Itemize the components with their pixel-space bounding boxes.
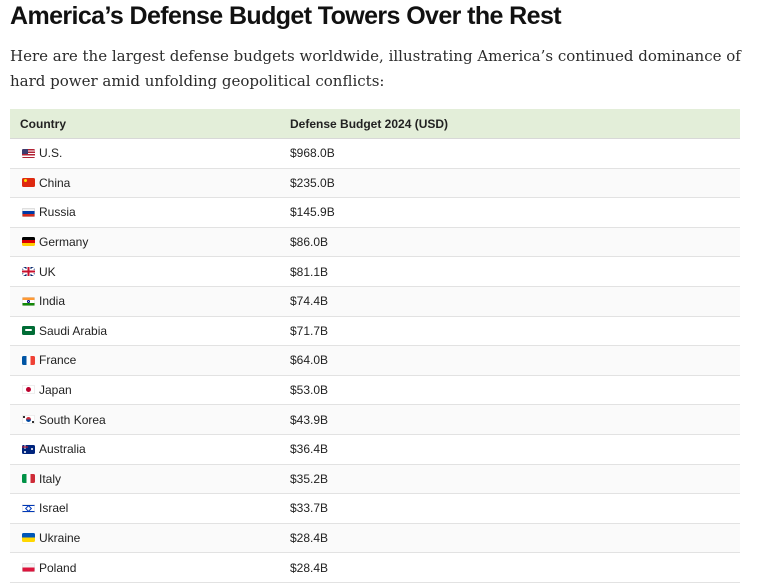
country-name: U.S. (39, 146, 63, 161)
country-cell: Japan (10, 375, 280, 406)
country-cell: U.S. (10, 138, 280, 169)
china-flag-icon (22, 178, 35, 188)
us-flag-icon (22, 148, 35, 158)
table-row: China $235.0B (10, 168, 740, 199)
country-cell: China (10, 168, 280, 199)
budget-cell: $81.1B (280, 256, 740, 287)
budget-cell: $28.4B (280, 552, 740, 583)
ukraine-flag-icon (22, 533, 35, 543)
article-intro: Here are the largest defense budgets wor… (10, 47, 741, 90)
country-cell: Ukraine (10, 523, 280, 554)
saudi-arabia-flag-icon (22, 326, 35, 336)
country-cell: Israel (10, 493, 280, 524)
defense-budget-table: Country Defense Budget 2024 (USD) U.S. $… (10, 109, 740, 583)
table-row: India $74.4B (10, 286, 740, 317)
budget-cell: $64.0B (280, 345, 740, 376)
israel-flag-icon (22, 503, 35, 513)
japan-flag-icon (22, 385, 35, 395)
budget-cell: $28.4B (280, 523, 740, 554)
country-name: Germany (39, 235, 89, 250)
country-name: China (39, 175, 71, 190)
country-name: Poland (39, 560, 77, 575)
country-cell: UK (10, 256, 280, 287)
country-name: Saudi Arabia (39, 323, 108, 338)
table-row: France $64.0B (10, 345, 740, 376)
article-title: America’s Defense Budget Towers Over the… (10, 2, 562, 30)
budget-cell: $71.7B (280, 316, 740, 347)
country-name: France (39, 353, 77, 368)
table-row: Italy $35.2B (10, 464, 740, 495)
country-name: Japan (39, 383, 72, 398)
budget-cell: $74.4B (280, 286, 740, 317)
budget-cell: $33.7B (280, 493, 740, 524)
country-cell: Germany (10, 227, 280, 258)
column-header-budget: Defense Budget 2024 (USD) (280, 109, 740, 139)
country-cell: Russia (10, 197, 280, 228)
table-row: Saudi Arabia $71.7B (10, 316, 740, 347)
table-row: Australia $36.4B (10, 434, 740, 465)
column-header-country: Country (10, 109, 280, 139)
budget-cell: $968.0B (280, 138, 740, 169)
country-name: India (39, 294, 66, 309)
budget-cell: $43.9B (280, 404, 740, 435)
budget-cell: $86.0B (280, 227, 740, 258)
table-row: Ukraine $28.4B (10, 523, 740, 554)
budget-cell: $235.0B (280, 168, 740, 199)
country-name: Australia (39, 442, 86, 457)
table-row: Germany $86.0B (10, 227, 740, 258)
table-header-row: Country Defense Budget 2024 (USD) (10, 109, 740, 139)
country-cell: Poland (10, 552, 280, 583)
table-row: Israel $33.7B (10, 493, 740, 524)
country-name: Ukraine (39, 531, 81, 546)
country-cell: South Korea (10, 404, 280, 435)
south-korea-flag-icon (22, 414, 35, 424)
country-cell: Saudi Arabia (10, 316, 280, 347)
uk-flag-icon (22, 267, 35, 276)
table-row: Russia $145.9B (10, 197, 740, 228)
table-row: South Korea $43.9B (10, 404, 740, 435)
poland-flag-icon (22, 562, 35, 572)
budget-cell: $145.9B (280, 197, 740, 228)
australia-flag-icon (22, 444, 35, 454)
france-flag-icon (22, 355, 35, 365)
india-flag-icon (22, 296, 35, 306)
country-name: South Korea (39, 412, 106, 427)
country-cell: India (10, 286, 280, 317)
country-name: Italy (39, 471, 62, 486)
budget-cell: $53.0B (280, 375, 740, 406)
country-name: Russia (39, 205, 76, 220)
table-row: Poland $28.4B (10, 552, 740, 583)
country-cell: France (10, 345, 280, 376)
table-row: Japan $53.0B (10, 375, 740, 406)
country-name: Israel (39, 501, 69, 516)
country-cell: Italy (10, 464, 280, 495)
country-name: UK (39, 264, 56, 279)
germany-flag-icon (22, 237, 35, 247)
table-row: U.S. $968.0B (10, 138, 740, 169)
russia-flag-icon (22, 207, 35, 217)
country-cell: Australia (10, 434, 280, 465)
italy-flag-icon (22, 474, 35, 484)
budget-cell: $36.4B (280, 434, 740, 465)
budget-cell: $35.2B (280, 464, 740, 495)
table-row: UK $81.1B (10, 256, 740, 287)
